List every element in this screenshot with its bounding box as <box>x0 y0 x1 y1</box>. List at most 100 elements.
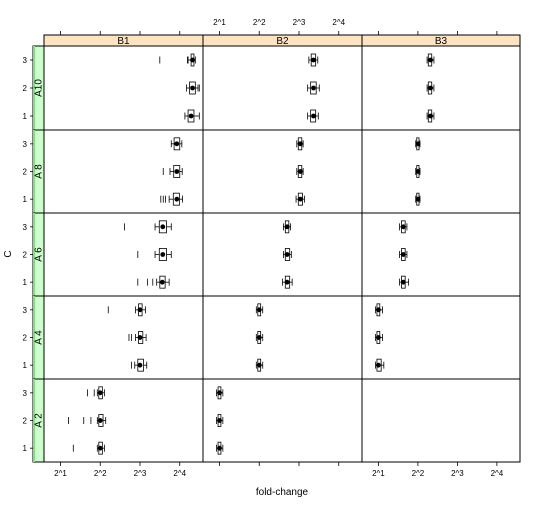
box-level-1 <box>184 109 200 123</box>
median-dot <box>415 196 421 202</box>
row-strip-a4: A 4 <box>32 295 45 380</box>
y-tick-label: 2 <box>23 84 28 93</box>
box-level-1 <box>131 358 148 372</box>
box-level-3 <box>283 220 291 234</box>
box-level-3 <box>159 53 196 67</box>
box-level-3 <box>255 303 264 317</box>
row-strip-accent <box>33 379 35 462</box>
box-level-1 <box>307 109 319 123</box>
x-tick-label: 2^2 <box>412 469 425 478</box>
median-dot <box>256 335 262 340</box>
median-dot <box>415 169 421 174</box>
median-dot <box>137 307 143 313</box>
panel-frame <box>43 212 204 297</box>
box-level-3 <box>308 53 319 67</box>
median-dot <box>284 252 290 257</box>
median-dot <box>160 252 166 257</box>
median-dot <box>159 279 165 285</box>
panel-a8-b3 <box>361 129 521 214</box>
row-strip-label: A 8 <box>34 164 45 179</box>
panel-a6-b1 <box>43 212 204 297</box>
panel-a2-b2 <box>202 378 363 463</box>
median-dot <box>375 307 381 313</box>
column-strip-b3: B3 <box>361 34 521 47</box>
row-strip-accent <box>33 46 35 130</box>
box-level-2 <box>307 81 320 95</box>
median-dot <box>375 335 381 340</box>
median-dot <box>311 85 316 91</box>
row-strip-label: A 6 <box>34 247 45 262</box>
panel-frame <box>43 45 204 131</box>
panel-frame <box>43 295 204 380</box>
panel-frame <box>202 45 363 131</box>
median-dot <box>174 196 180 202</box>
panel-a4-b3 <box>361 295 521 380</box>
box-level-3 <box>415 137 421 151</box>
y-tick-label: 3 <box>23 223 28 232</box>
x-tick-label: 2^3 <box>451 469 464 478</box>
panel-a2-b1 <box>43 378 204 463</box>
box-iqr <box>189 81 196 95</box>
box-level-1 <box>375 358 385 372</box>
median-dot <box>311 113 316 119</box>
x-tick-label: 2^2 <box>253 18 266 27</box>
y-tick-label: 3 <box>23 56 28 65</box>
row-strip-a6: A 6 <box>32 212 45 297</box>
median-dot <box>174 169 180 174</box>
row-strip-accent <box>33 130 35 213</box>
panel-a8-b1 <box>43 129 204 214</box>
box-level-1 <box>216 441 224 455</box>
median-dot <box>190 85 195 91</box>
box-level-2 <box>216 414 224 427</box>
box-iqr <box>187 109 195 123</box>
median-dot <box>400 224 406 230</box>
x-axis-title: fold-change <box>256 487 309 498</box>
median-dot <box>97 390 103 396</box>
y-tick-label: 1 <box>23 278 28 287</box>
median-dot <box>298 196 303 202</box>
box-level-2 <box>162 165 183 178</box>
panel-a2-b3 <box>361 378 521 463</box>
column-strip-b2: B2 <box>202 34 363 47</box>
box-level-3 <box>216 386 224 400</box>
box-level-2 <box>296 165 304 178</box>
row-strip-accent <box>33 296 35 379</box>
median-dot <box>415 141 421 147</box>
box-iqr <box>173 165 181 178</box>
y-tick-label: 2 <box>23 334 28 343</box>
box-level-2 <box>68 414 107 427</box>
box-level-3 <box>124 220 172 234</box>
median-dot <box>298 169 303 174</box>
box-level-1 <box>160 192 183 206</box>
median-dot <box>311 57 316 63</box>
box-level-1 <box>72 441 105 455</box>
median-dot <box>217 390 222 396</box>
row-strip-label: A10 <box>34 79 45 97</box>
panel-a10-b2 <box>202 45 363 131</box>
median-dot <box>298 141 303 147</box>
box-level-3 <box>296 137 304 151</box>
column-strip-label: B3 <box>435 36 448 47</box>
x-tick-label: 2^3 <box>134 469 147 478</box>
median-dot <box>428 57 434 63</box>
median-dot <box>188 113 194 119</box>
panel-layer <box>43 45 521 463</box>
box-level-3 <box>107 303 146 317</box>
panel-a8-b2 <box>202 129 363 214</box>
box-level-3 <box>170 137 183 151</box>
panel-a10-b1 <box>43 45 204 131</box>
panel-frame <box>43 378 204 463</box>
box-level-3 <box>87 386 105 400</box>
row-strip-a10: A10 <box>32 45 45 131</box>
panel-a6-b3 <box>361 212 521 297</box>
median-dot <box>174 141 180 147</box>
median-dot <box>256 362 262 368</box>
box-level-1 <box>399 275 410 289</box>
y-tick-label: 1 <box>23 444 28 453</box>
row-strip-accent <box>33 213 35 296</box>
y-tick-label: 3 <box>23 306 28 315</box>
x-tick-label: 2^4 <box>173 469 186 478</box>
panel-a4-b1 <box>43 295 204 380</box>
box-level-3 <box>426 53 435 67</box>
